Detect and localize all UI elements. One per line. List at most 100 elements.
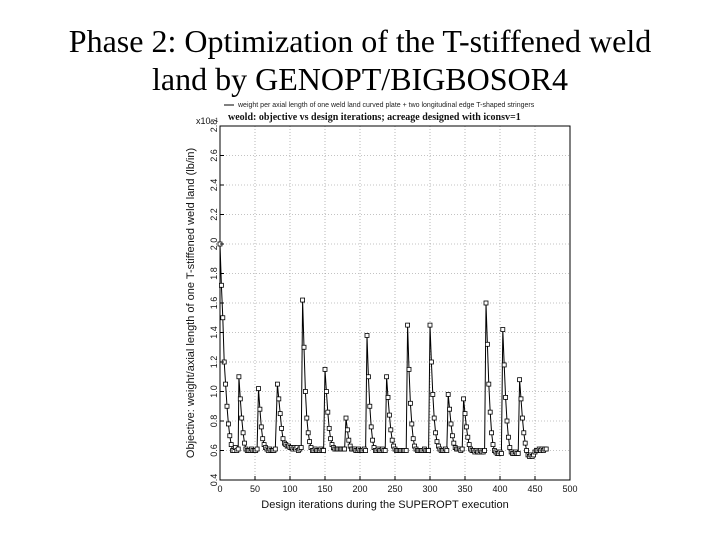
data-point-marker	[258, 424, 264, 430]
objective-vs-iterations-chart: 0 50 100 150 200 250 300 350 400 450 500 0.4 0.6 0.8 1…	[185, 102, 578, 511]
data-point-marker	[489, 430, 495, 436]
data-point-marker	[272, 446, 278, 452]
data-point-marker	[503, 394, 509, 400]
slide-title: Phase 2: Optimization of the T-stiffened…	[0, 22, 720, 98]
data-point-marker	[275, 381, 280, 387]
data-point-marker	[483, 300, 489, 306]
x-tick-label: 450	[527, 484, 542, 494]
data-point-marker	[301, 344, 307, 350]
data-point-marker	[403, 448, 409, 453]
data-point-marker	[427, 322, 433, 328]
data-point-marker	[444, 448, 450, 453]
data-point-marker	[321, 448, 327, 453]
data-point-marker	[447, 406, 453, 412]
data-point-marker	[410, 436, 416, 442]
data-point-marker	[449, 433, 455, 439]
chart-series-layer	[217, 241, 549, 459]
x-tick-label: 200	[352, 484, 367, 494]
data-point-marker	[518, 396, 524, 402]
data-point-marker	[504, 418, 510, 424]
data-point-marker	[448, 421, 454, 427]
data-point-marker	[305, 430, 311, 436]
y-tick-label: 1.6	[209, 297, 219, 310]
chart-ticks: 0 50 100 150 200 250 300 350 400 450 500 0.4 0.6 0.8 1…	[209, 120, 578, 494]
data-point-marker	[237, 396, 243, 402]
data-point-marker	[365, 374, 371, 380]
data-point-marker	[426, 448, 432, 453]
data-point-marker	[519, 415, 525, 421]
y-tick-label: 1.8	[209, 267, 219, 280]
x-tick-label: 500	[562, 484, 577, 494]
x-tick-label: 250	[387, 484, 402, 494]
data-point-marker	[386, 412, 392, 418]
data-point-marker	[257, 406, 263, 412]
data-point-marker	[498, 451, 504, 456]
data-point-marker	[326, 425, 332, 431]
data-point-marker	[224, 403, 230, 409]
data-point-marker	[280, 436, 286, 442]
data-point-marker	[501, 362, 507, 368]
data-point-marker	[260, 436, 266, 442]
data-point-marker	[219, 282, 224, 288]
data-point-marker	[223, 381, 228, 387]
data-point-marker	[461, 396, 467, 402]
data-point-marker	[367, 403, 373, 409]
y-axis-label: Objective: weight/axial length of one T-…	[185, 148, 197, 458]
data-point-marker	[433, 430, 439, 436]
data-point-marker	[507, 445, 513, 450]
y-tick-label: 1.2	[209, 356, 219, 369]
data-point-marker	[428, 359, 434, 365]
x-tick-label: 350	[457, 484, 472, 494]
data-point-marker	[451, 440, 457, 446]
y-tick-label: 2.4	[209, 179, 219, 192]
data-point-marker	[463, 424, 469, 430]
data-point-marker	[405, 322, 411, 328]
y-tick-label: 2.6	[209, 149, 219, 162]
data-point-marker	[279, 425, 284, 431]
data-point-marker	[344, 427, 350, 433]
y-tick-label: 2.2	[209, 208, 219, 221]
data-point-marker	[322, 366, 328, 372]
data-point-marker	[388, 427, 394, 433]
data-point-marker	[256, 386, 261, 391]
data-point-marker	[543, 446, 549, 452]
data-point-marker	[342, 446, 348, 452]
chart-grid	[219, 125, 571, 481]
data-point-marker	[500, 327, 506, 332]
data-point-marker	[277, 411, 283, 417]
x-tick-label: 150	[317, 484, 332, 494]
legend-entry: weight per axial length of one weld land…	[237, 102, 535, 109]
data-point-marker	[389, 437, 395, 443]
slide-title-line-2: land by GENOPT/BIGBOSOR4	[151, 61, 568, 97]
data-point-marker	[228, 442, 234, 448]
data-point-marker	[254, 446, 260, 452]
data-point-marker	[522, 440, 528, 446]
x-tick-label: 300	[422, 484, 437, 494]
data-point-marker	[364, 333, 370, 338]
data-point-marker	[235, 446, 241, 452]
data-point-marker	[240, 430, 246, 436]
data-point-marker	[307, 439, 312, 445]
y-tick-label: 0.6	[209, 444, 219, 457]
y-tick-label: 2.8	[209, 120, 219, 133]
data-point-marker	[328, 436, 334, 442]
data-point-marker	[521, 430, 527, 436]
data-point-marker	[276, 396, 282, 402]
data-point-marker	[459, 446, 465, 452]
data-point-marker	[505, 434, 511, 440]
data-point-marker	[382, 448, 388, 453]
data-point-marker	[298, 445, 304, 450]
y-axis-exponent: x10⁻¹	[196, 116, 218, 126]
data-point-marker	[515, 451, 521, 456]
data-point-marker	[300, 297, 305, 303]
data-point-marker	[524, 448, 530, 453]
data-point-marker	[226, 421, 231, 427]
y-tick-label: 2.0	[209, 238, 219, 251]
series-line	[219, 243, 547, 458]
y-tick-label: 0.4	[209, 474, 219, 487]
data-point-marker	[409, 421, 415, 427]
data-point-marker	[486, 381, 492, 387]
x-axis-label: Design iterations during the SUPEROPT ex…	[261, 499, 508, 511]
data-point-marker	[490, 442, 496, 448]
data-point-marker	[227, 433, 233, 439]
